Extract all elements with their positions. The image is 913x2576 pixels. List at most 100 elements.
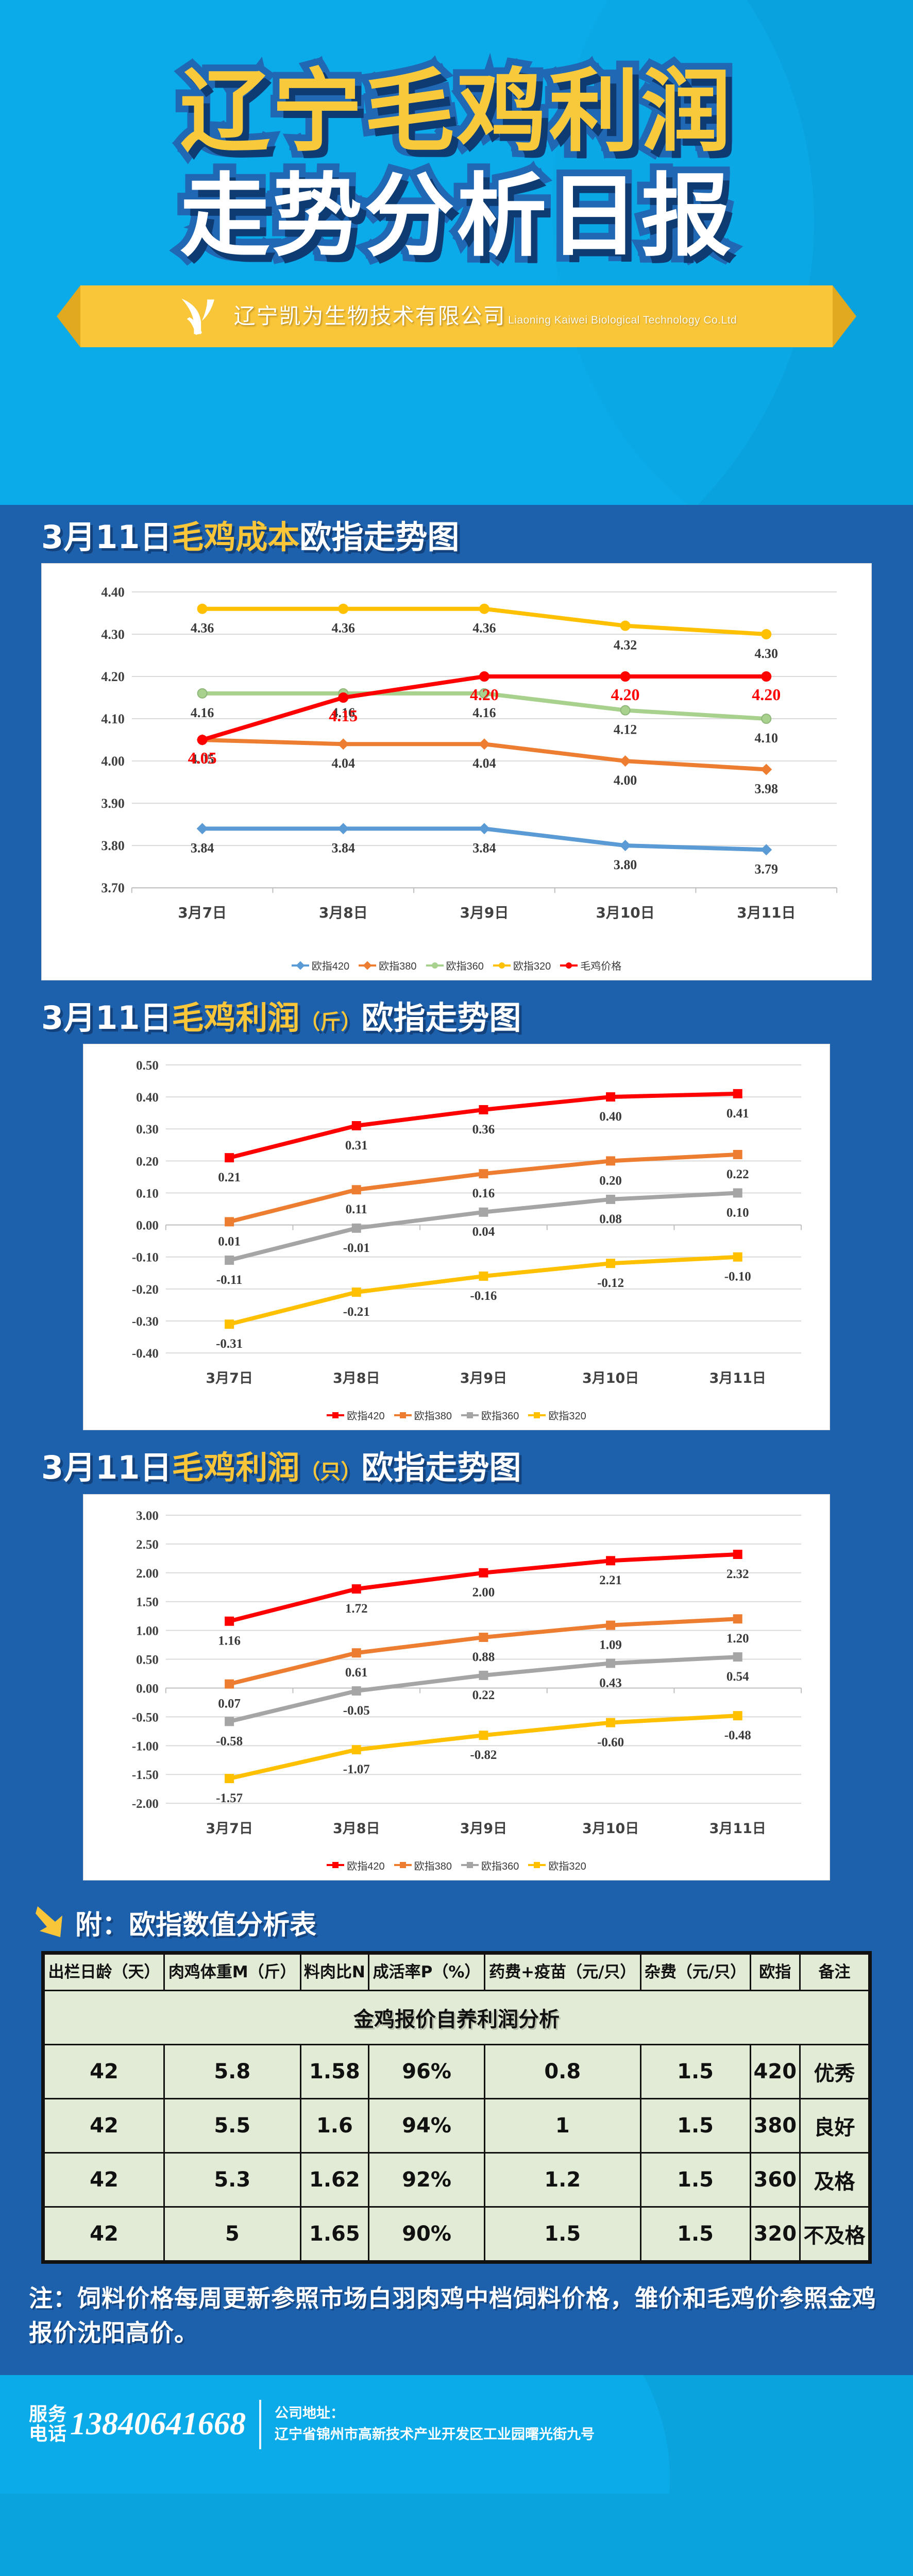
table-section-title: 附：欧指数值分析表 (75, 1909, 317, 1941)
table-cell: 0.8 (483, 2044, 641, 2100)
chart-plot-profit-jin: -0.40 -0.30 -0.20 -0.10 0.00 0.10 0.20 0.30 0.40… (83, 1044, 830, 1404)
hero-header: 辽宁毛鸡利润 走势分析日报 辽宁凯为生物技术有限公司 Liaoning Kaiw… (0, 0, 913, 505)
svg-text:4.05: 4.05 (188, 749, 217, 767)
company-name-cn: 辽宁凯为生物技术有限公司 (233, 303, 506, 328)
legend-label: 欧指320 (548, 1860, 586, 1872)
svg-text:1.72: 1.72 (345, 1602, 368, 1616)
legend-item[interactable]: 毛鸡价格 (560, 958, 621, 973)
svg-text:0.41: 0.41 (726, 1107, 749, 1121)
table-cell: 92% (368, 2152, 485, 2208)
svg-text:3月7日: 3月7日 (206, 1821, 252, 1837)
table-header: 出栏日龄（天） 肉鸡体重M（斤） 料肉比N 成活率P（%） 药费+疫苗（元/只） 杂费（元… (43, 1953, 870, 1992)
section-tail-3: 欧指走势图 (361, 1449, 521, 1487)
analysis-table-wrapper: 金鸡报价自养利润分析 出栏日龄（天） 肉鸡体重M（斤） 料肉比N 成活率P（%） 药费+… (41, 1951, 872, 2264)
company-name-block: 辽宁凯为生物技术有限公司 Liaoning Kaiwei Biological … (234, 304, 737, 328)
legend-label: 欧指420 (311, 961, 350, 973)
section-unit-3: （只） (299, 1460, 362, 1484)
legend-item[interactable]: 欧指380 (359, 958, 417, 973)
svg-text:3月9日: 3月9日 (460, 1821, 507, 1837)
legend-item[interactable]: 欧指360 (461, 1408, 519, 1422)
company-logo-bar: 辽宁凯为生物技术有限公司 Liaoning Kaiwei Biological … (57, 285, 856, 347)
legend-marker-icon (327, 1412, 345, 1418)
svg-text:2.50: 2.50 (136, 1537, 159, 1551)
footer-divider (259, 2399, 262, 2449)
svg-text:3月7日: 3月7日 (206, 1370, 252, 1386)
table-title-row: 金鸡报价自养利润分析 (43, 1990, 870, 2046)
svg-text:-0.60: -0.60 (597, 1735, 624, 1749)
legend-label: 毛鸡价格 (580, 961, 622, 973)
svg-text:3.84: 3.84 (472, 840, 496, 855)
footer-address-label: 公司地址： (275, 2405, 345, 2422)
svg-text:1.16: 1.16 (218, 1634, 241, 1648)
svg-text:3月8日: 3月8日 (319, 904, 368, 921)
analysis-table: 金鸡报价自养利润分析 出栏日龄（天） 肉鸡体重M（斤） 料肉比N 成活率P（%） 药费+… (43, 1953, 870, 2262)
table-cell: 94% (368, 2098, 485, 2154)
svg-text:-0.20: -0.20 (132, 1283, 159, 1297)
svg-text:4.10: 4.10 (101, 711, 124, 726)
svg-text:3.98: 3.98 (755, 782, 778, 796)
legend-label: 欧指360 (446, 961, 484, 973)
table-section-heading: 附：欧指数值分析表 (0, 1885, 913, 1951)
svg-text:3月10日: 3月10日 (582, 1370, 639, 1386)
legend-item[interactable]: 欧指420 (327, 1858, 385, 1873)
section-cost: 3月11日毛鸡成本欧指走势图 3.70 3.80 3.90 4.00 4.10 4.20 4… (0, 505, 913, 986)
svg-text:2.00: 2.00 (136, 1566, 159, 1580)
legend-item[interactable]: 欧指380 (394, 1408, 452, 1422)
table-cell: 320 (749, 2206, 801, 2262)
table-body: 42 5.8 1.58 96% 0.8 1.5 420 优秀 42 5.5 1.6 94% 1 1.5 38… (43, 2044, 870, 2262)
svg-text:3月9日: 3月9日 (460, 904, 509, 921)
svg-text:0.04: 0.04 (472, 1225, 495, 1239)
svg-text:3月11日: 3月11日 (709, 1821, 766, 1837)
table-cell: 42 (43, 2152, 165, 2208)
legend-item[interactable]: 欧指320 (528, 1408, 586, 1422)
legend-marker-icon (528, 1862, 546, 1869)
legend-marker-icon (394, 1862, 412, 1869)
svg-text:3月10日: 3月10日 (596, 904, 654, 921)
legend-item[interactable]: 欧指360 (426, 958, 484, 973)
svg-text:0.54: 0.54 (726, 1670, 749, 1684)
table-row: 42 5.3 1.62 92% 1.2 1.5 360 及格 (43, 2152, 870, 2208)
legend-marker-icon (327, 1862, 345, 1869)
svg-text:4.15: 4.15 (329, 707, 358, 725)
table-cell: 良好 (799, 2098, 870, 2154)
svg-text:0.40: 0.40 (599, 1110, 622, 1124)
legend-item[interactable]: 欧指320 (528, 1858, 586, 1873)
legend-item[interactable]: 欧指360 (461, 1858, 519, 1873)
chart-plot-profit-zhi: -2.00 -1.50 -1.00 -0.50 0.00 0.50 1.00 1.50 2.00… (83, 1495, 830, 1855)
poster-title-line1: 辽宁毛鸡利润 (173, 60, 738, 164)
legend-item[interactable]: 欧指380 (394, 1858, 452, 1873)
svg-text:1.20: 1.20 (726, 1632, 749, 1646)
footer-phone-number[interactable]: 13840641668 (70, 2406, 246, 2442)
legend-item[interactable]: 欧指420 (327, 1408, 385, 1422)
svg-text:0.30: 0.30 (136, 1123, 159, 1137)
svg-text:-0.11: -0.11 (216, 1273, 243, 1287)
table-cell: 420 (749, 2044, 801, 2100)
legend-item[interactable]: 欧指320 (493, 958, 551, 973)
section-date-1: 3月11日 (41, 518, 172, 556)
svg-text:3月11日: 3月11日 (709, 1370, 766, 1386)
legend-marker-icon (461, 1862, 479, 1869)
footer-address-value: 辽宁省锦州市高新技术产业开发区工业园曙光街九号 (275, 2426, 595, 2443)
legend-label: 欧指320 (548, 1411, 586, 1422)
footer-service-label: 服务 电话 (29, 2404, 67, 2445)
svg-text:4.16: 4.16 (332, 705, 355, 720)
svg-text:3.84: 3.84 (191, 840, 214, 855)
footer-service-label-2: 电话 (29, 2423, 67, 2445)
svg-text:4.36: 4.36 (332, 621, 355, 636)
legend-item[interactable]: 欧指420 (291, 958, 350, 973)
table-cell: 1.65 (299, 2206, 370, 2262)
footer-phone-block: 服务 电话 13840641668 (29, 2404, 246, 2445)
section-title-cost: 3月11日毛鸡成本欧指走势图 (0, 505, 913, 564)
svg-text:0.22: 0.22 (472, 1688, 495, 1702)
svg-text:-0.31: -0.31 (216, 1337, 243, 1351)
legend-label: 欧指420 (347, 1411, 385, 1422)
svg-text:4.20: 4.20 (470, 686, 499, 704)
table-header-cell: 备注 (799, 1953, 870, 1992)
svg-text:4.05: 4.05 (191, 752, 214, 767)
line-chart-profit-jin: -0.40 -0.30 -0.20 -0.10 0.00 0.10 0.20 0.30 0.40… (132, 1059, 802, 1386)
svg-text:0.88: 0.88 (472, 1650, 495, 1664)
svg-text:2.21: 2.21 (599, 1573, 622, 1587)
table-cell: 90% (368, 2206, 485, 2262)
section-title-profit-jin: 3月11日毛鸡利润（斤）欧指走势图 (0, 986, 913, 1044)
section-date-2: 3月11日 (41, 999, 172, 1037)
